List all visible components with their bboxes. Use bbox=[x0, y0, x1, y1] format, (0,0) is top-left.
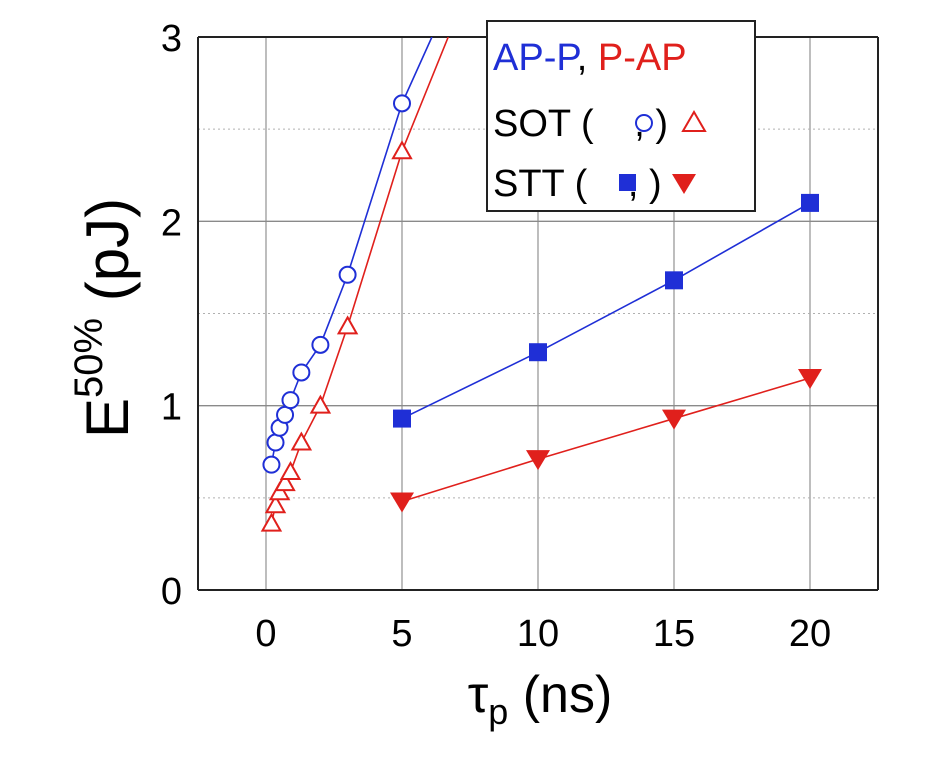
legend-sot-sep: , bbox=[634, 103, 655, 145]
data-point-sot_ap_p bbox=[311, 335, 330, 354]
series-line-sot_p_ap bbox=[270, 37, 449, 524]
data-point-stt_ap_p bbox=[529, 343, 547, 362]
y-axis-title-main: E bbox=[74, 398, 141, 438]
data-point-sot_p_ap bbox=[336, 315, 359, 335]
data-point-sot_p_ap bbox=[290, 431, 313, 451]
data-point-stt_ap_p bbox=[665, 271, 683, 290]
legend-p-ap: P-AP bbox=[598, 37, 687, 79]
data-point-sot_p_ap bbox=[391, 140, 413, 160]
series-line-stt_ap_p bbox=[401, 202, 811, 420]
legend-sot-label: SOT ( bbox=[493, 103, 594, 145]
data-point-sot_ap_p bbox=[262, 455, 281, 474]
y-tick-label: 1 bbox=[161, 387, 182, 429]
x-tick-label: 10 bbox=[517, 613, 559, 655]
legend-stt-square-icon bbox=[619, 174, 636, 191]
series-group bbox=[260, 37, 822, 532]
legend-sot-close: ) bbox=[655, 103, 668, 145]
y-axis-title-sup: 50% bbox=[67, 318, 111, 398]
legend-stt-close: ) bbox=[649, 163, 662, 205]
data-point-sot_p_ap bbox=[268, 481, 291, 501]
x-axis-title-sub: p bbox=[488, 691, 508, 732]
legend-row-directions: AP-P, P-AP bbox=[493, 37, 687, 79]
series-stt_ap_p bbox=[393, 193, 819, 428]
data-point-stt_p_ap bbox=[798, 369, 822, 390]
x-tick-label: 20 bbox=[789, 613, 831, 655]
legend-sot-triangle-icon bbox=[681, 110, 707, 132]
series-line-stt_p_ap bbox=[401, 377, 811, 503]
data-point-stt_ap_p bbox=[801, 193, 819, 212]
legend-stt-sep: , bbox=[628, 163, 649, 205]
x-tick-label: 15 bbox=[653, 613, 695, 655]
x-tick-label: 0 bbox=[255, 613, 276, 655]
data-point-stt_p_ap bbox=[526, 450, 550, 471]
y-axis-title: E50% (pJ) bbox=[67, 198, 141, 438]
x-tick-label: 5 bbox=[391, 613, 412, 655]
x-axis-title-main: τ bbox=[468, 666, 489, 724]
data-point-sot_ap_p bbox=[292, 363, 311, 382]
series-stt_p_ap bbox=[390, 369, 822, 513]
data-point-stt_p_ap bbox=[390, 492, 414, 513]
legend-row-stt: STT ( , ) bbox=[493, 163, 662, 205]
data-point-sot_p_ap bbox=[274, 472, 296, 492]
legend-stt-label: STT ( bbox=[493, 163, 588, 205]
x-axis-title: τp (ns) bbox=[468, 666, 613, 732]
legend: AP-P, P-AP SOT ( , ) STT ( , ) bbox=[486, 20, 756, 212]
series-sot_ap_p bbox=[262, 37, 433, 474]
data-point-sot_ap_p bbox=[393, 94, 411, 113]
data-point-sot_p_ap bbox=[279, 460, 302, 481]
legend-ap-p: AP-P bbox=[493, 37, 580, 79]
series-sot_p_ap bbox=[260, 37, 449, 532]
y-axis-title-unit: (pJ) bbox=[74, 198, 141, 318]
tick-labels: 0 5 10 15 20 0 1 2 3 bbox=[161, 18, 831, 655]
legend-sot-circle-icon bbox=[635, 114, 653, 132]
data-point-sot_ap_p bbox=[281, 391, 300, 410]
data-point-sot_ap_p bbox=[276, 405, 295, 424]
legend-stt-triangle-down-icon bbox=[672, 174, 696, 194]
y-tick-label: 0 bbox=[161, 571, 182, 613]
y-tick-label: 2 bbox=[161, 202, 182, 244]
legend-comma: , bbox=[577, 37, 598, 79]
data-point-stt_ap_p bbox=[393, 409, 411, 428]
x-axis-title-unit: (ns) bbox=[508, 666, 612, 724]
legend-row-sot: SOT ( , ) bbox=[493, 103, 668, 145]
data-point-sot_ap_p bbox=[338, 265, 357, 284]
data-point-sot_p_ap bbox=[260, 512, 283, 532]
data-point-sot_p_ap bbox=[264, 494, 287, 514]
y-tick-label: 3 bbox=[161, 18, 182, 60]
data-point-sot_p_ap bbox=[309, 394, 332, 414]
data-point-stt_p_ap bbox=[662, 409, 686, 430]
legend-sot-gap-1 bbox=[624, 103, 635, 145]
data-point-sot_ap_p bbox=[266, 433, 285, 452]
